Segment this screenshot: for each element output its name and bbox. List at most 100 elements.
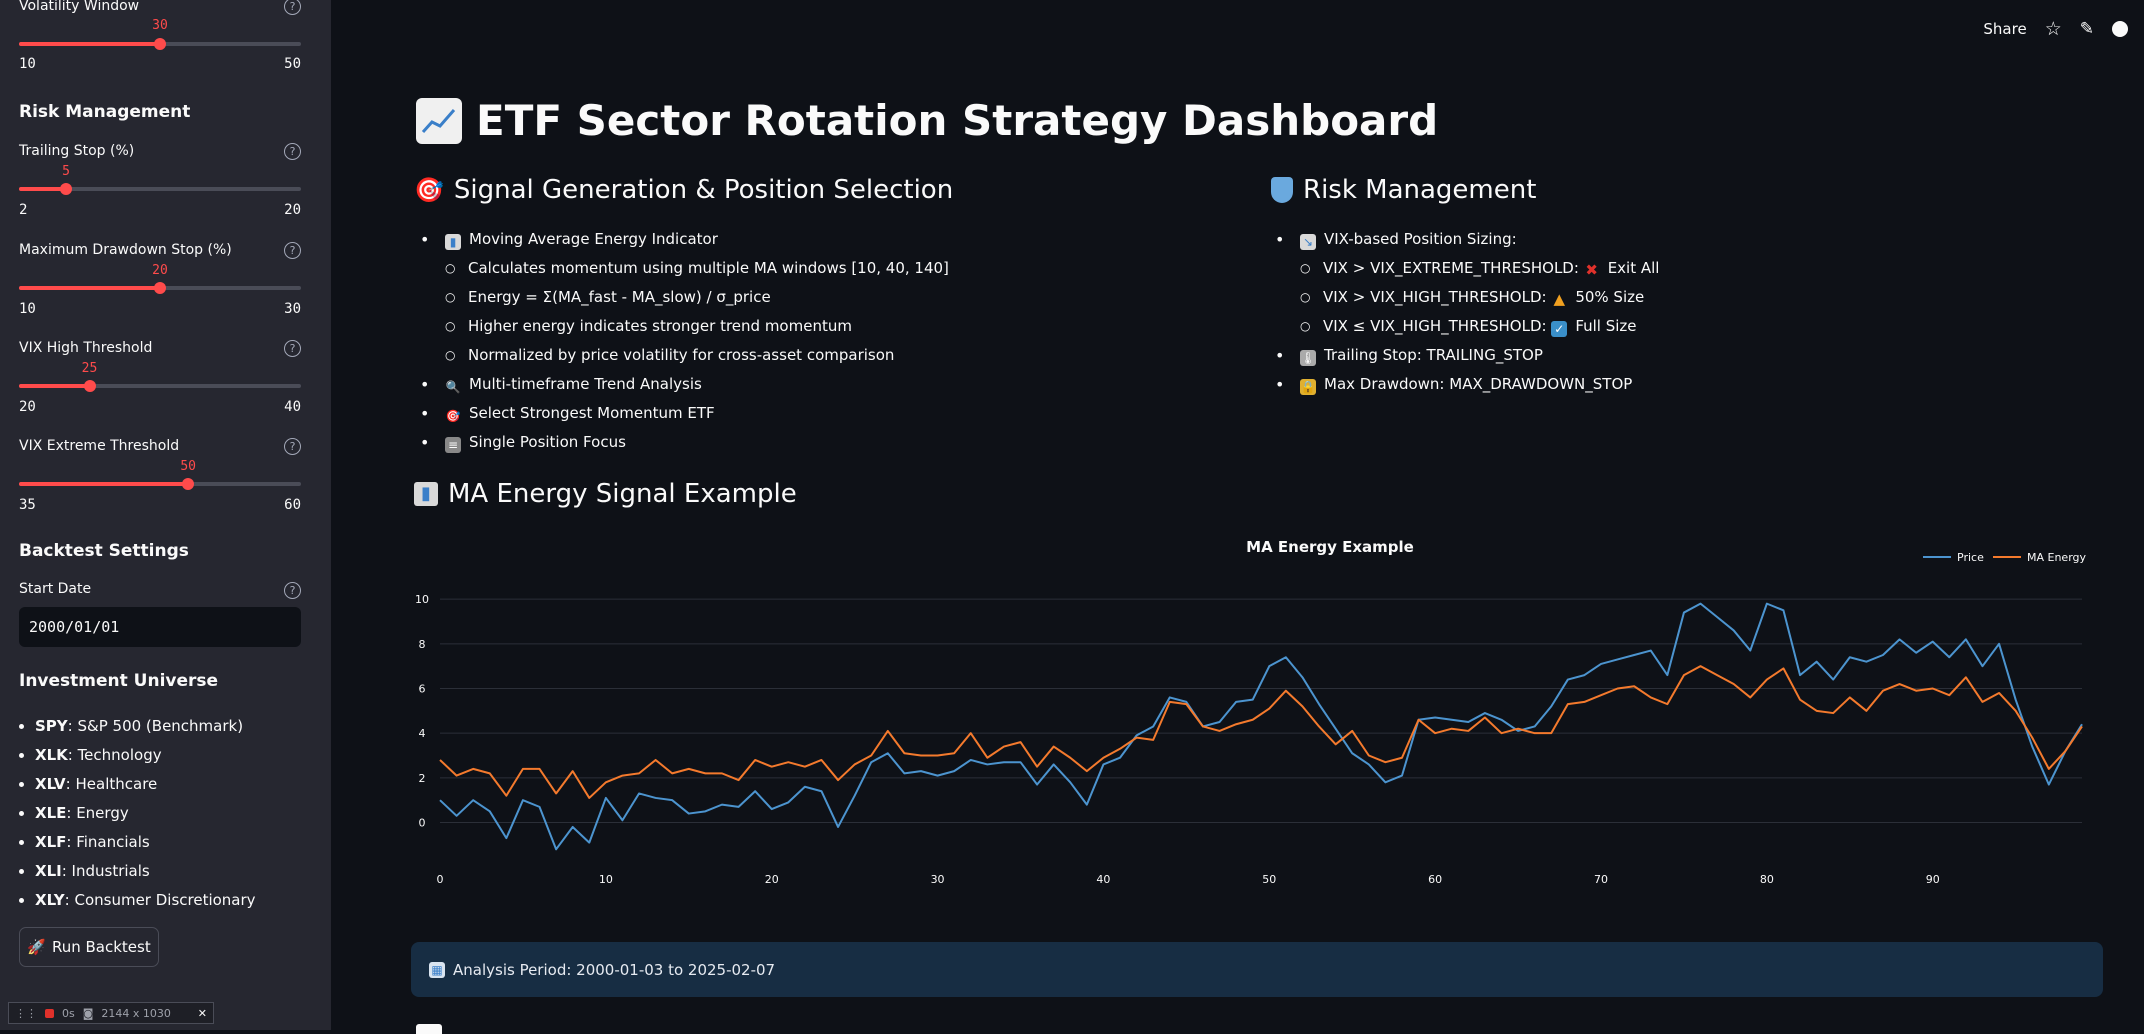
ticker: XLK xyxy=(35,746,68,764)
slider-min: 10 xyxy=(19,301,36,317)
slider-thumb[interactable] xyxy=(154,282,166,294)
slider-value: 5 xyxy=(62,164,70,179)
camera-icon[interactable]: ◙ xyxy=(82,1006,94,1020)
y-tick-label: 6 xyxy=(419,683,426,696)
x-tick-label: 0 xyxy=(437,873,444,886)
slider-min: 20 xyxy=(19,399,36,415)
sector-name: : Energy xyxy=(66,804,129,822)
help-icon[interactable]: ? xyxy=(284,582,301,599)
stop-record-icon[interactable] xyxy=(45,1008,54,1018)
slider-label: VIX Extreme Threshold xyxy=(19,438,180,454)
slider-max: 20 xyxy=(284,202,301,218)
universe-list: SPY: S&P 500 (Benchmark) XLK: Technology… xyxy=(19,712,256,915)
slider-track[interactable] xyxy=(19,380,301,392)
vix-high-slider[interactable]: VIX High Threshold ? 25 20 40 xyxy=(19,340,301,420)
help-icon[interactable]: ? xyxy=(284,0,301,15)
list-item: ≡ Single Position Focus xyxy=(416,428,949,457)
y-tick-label: 10 xyxy=(415,593,429,606)
slider-thumb[interactable] xyxy=(60,183,72,195)
slider-track[interactable] xyxy=(19,282,301,294)
list-item: VIX > VIX_HIGH_THRESHOLD: ▲ 50% Size xyxy=(1271,283,1659,312)
chart-icon: ▮ xyxy=(445,234,461,250)
target-icon: 🎯 xyxy=(414,176,444,204)
page-title-text: ETF Sector Rotation Strategy Dashboard xyxy=(476,96,1439,145)
list-item: XLY: Consumer Discretionary xyxy=(35,886,256,915)
chart-grid xyxy=(440,598,2082,823)
ticker: XLE xyxy=(35,804,67,822)
chart-lines xyxy=(439,602,2083,851)
item-suffix: Exit All xyxy=(1607,259,1660,277)
trailing-stop-slider[interactable]: Trailing Stop (%) ? 5 2 20 xyxy=(19,143,301,223)
list-item: Energy = Σ(MA_fast - MA_slow) / σ_price xyxy=(416,283,949,312)
slider-thumb[interactable] xyxy=(182,478,195,490)
slider-value: 25 xyxy=(81,361,98,376)
slider-max: 50 xyxy=(284,56,301,72)
list-item: SPY: S&P 500 (Benchmark) xyxy=(35,712,256,741)
y-tick-label: 8 xyxy=(419,638,426,651)
item-text: Higher energy indicates stronger trend m… xyxy=(468,317,852,335)
list-item: XLV: Healthcare xyxy=(35,770,256,799)
slider-thumb[interactable] xyxy=(83,380,96,392)
slider-fill xyxy=(19,42,160,46)
slider-max: 40 xyxy=(284,399,301,415)
cross-icon: ✖ xyxy=(1585,261,1598,279)
sidebar: Volatility Window ? 30 10 50 Risk Manage… xyxy=(0,0,331,1030)
slider-track[interactable] xyxy=(19,183,301,195)
slider-label: Trailing Stop (%) xyxy=(19,143,135,159)
x-tick-label: 10 xyxy=(599,873,613,886)
star-icon[interactable]: ☆ xyxy=(2044,18,2062,40)
help-icon[interactable]: ? xyxy=(284,242,301,259)
item-text: Calculates momentum using multiple MA wi… xyxy=(468,259,949,277)
edit-icon[interactable]: ✎ xyxy=(2079,19,2094,39)
sector-name: : S&P 500 (Benchmark) xyxy=(67,717,244,735)
list-item: Normalized by price volatility for cross… xyxy=(416,341,949,370)
sector-name: : Consumer Discretionary xyxy=(64,891,256,909)
volatility-window-slider[interactable]: Volatility Window ? 30 10 50 xyxy=(19,0,301,78)
item-text: VIX ≤ VIX_HIGH_THRESHOLD: xyxy=(1323,317,1552,335)
series-line-price xyxy=(439,602,2083,851)
next-section-icon xyxy=(416,1024,442,1034)
risk-section-title: Risk Management xyxy=(1271,175,1536,205)
ticker: XLF xyxy=(35,833,67,851)
max-drawdown-slider[interactable]: Maximum Drawdown Stop (%) ? 20 10 30 xyxy=(19,242,301,322)
item-text: VIX > VIX_EXTREME_THRESHOLD: xyxy=(1323,259,1584,277)
record-time: 0s xyxy=(62,1006,75,1020)
start-date-label: Start Date xyxy=(19,581,92,597)
x-tick-label: 50 xyxy=(1262,873,1276,886)
github-icon[interactable] xyxy=(2112,21,2128,37)
list-item: Calculates momentum using multiple MA wi… xyxy=(416,254,949,283)
vix-extreme-slider[interactable]: VIX Extreme Threshold ? 50 35 60 xyxy=(19,438,301,518)
run-backtest-label: Run Backtest xyxy=(51,938,151,956)
slider-track[interactable] xyxy=(19,478,301,490)
item-suffix: Full Size xyxy=(1575,317,1637,335)
slider-label: Volatility Window xyxy=(19,0,140,14)
help-icon[interactable]: ? xyxy=(284,438,301,455)
chart-section-title: ▮ MA Energy Signal Example xyxy=(414,479,797,509)
item-suffix: 50% Size xyxy=(1575,288,1645,306)
slider-min: 10 xyxy=(19,56,36,72)
analysis-period-info: ▦ Analysis Period: 2000-01-03 to 2025-02… xyxy=(411,942,2103,997)
slider-fill xyxy=(19,482,189,486)
slider-max: 30 xyxy=(284,301,301,317)
series-line-ma-energy xyxy=(439,665,2083,799)
chart-title: MA Energy Example xyxy=(1246,538,1414,556)
risk-management-heading: Risk Management xyxy=(19,102,191,122)
slider-thumb[interactable] xyxy=(154,38,166,50)
start-date-input[interactable]: 2000/01/01 xyxy=(19,607,301,647)
abacus-icon: ≡ xyxy=(445,437,461,453)
x-axis-ticks: 0 10 20 30 40 50 60 70 80 90 xyxy=(437,873,1940,886)
help-icon[interactable]: ? xyxy=(284,143,301,160)
list-item: ▮ Moving Average Energy Indicator xyxy=(416,225,949,254)
list-item: Higher energy indicates stronger trend m… xyxy=(416,312,949,341)
slider-track[interactable] xyxy=(19,38,301,50)
sector-name: : Industrials xyxy=(61,862,150,880)
share-button[interactable]: Share xyxy=(1983,20,2027,38)
run-backtest-button[interactable]: 🚀 Run Backtest xyxy=(19,927,159,967)
ma-energy-chart[interactable]: MA Energy Example Price MA Energy 0 2 4 6 8 10… xyxy=(412,528,2104,898)
close-icon[interactable]: ✕ xyxy=(197,1006,207,1020)
sector-name: : Financials xyxy=(66,833,150,851)
help-icon[interactable]: ? xyxy=(284,340,301,357)
y-tick-label: 2 xyxy=(419,772,426,785)
drag-handle-icon[interactable]: ⋮⋮ xyxy=(15,1006,37,1020)
info-text: Analysis Period: 2000-01-03 to 2025-02-0… xyxy=(453,960,776,979)
